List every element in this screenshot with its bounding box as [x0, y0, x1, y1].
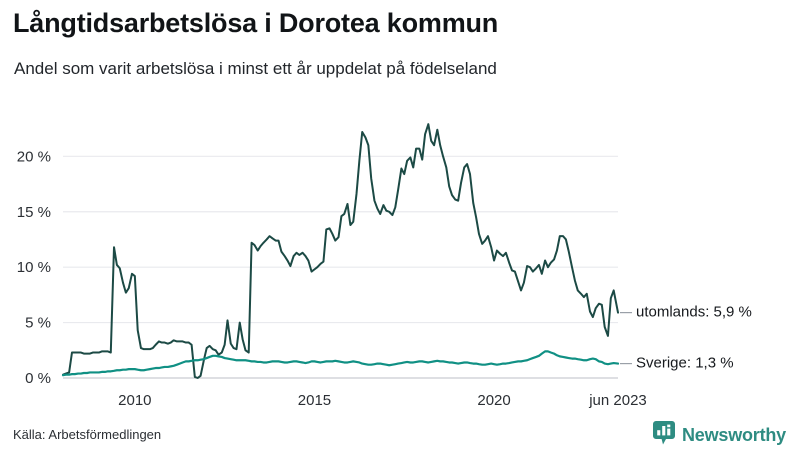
series-lines [61, 123, 620, 379]
x-tick-label: 2010 [118, 392, 151, 409]
y-tick-label: 15 % [17, 204, 51, 221]
line-chart: 0 % 5 % 10 % 15 % 20 % 2010 2015 2020 jun 2023 … [0, 100, 800, 410]
logo-wordmark: Newsworthy [681, 425, 786, 445]
series-label-utomlands: utomlands: 5,9 % [636, 304, 752, 321]
y-tick-label: 5 % [25, 315, 51, 332]
x-axis-ticks: 2010 2015 2020 jun 2023 [118, 392, 647, 409]
source-note: Källa: Arbetsförmedlingen [13, 427, 162, 442]
series-line-utomlands [62, 123, 619, 379]
x-tick-label: 2015 [298, 392, 331, 409]
series-line-sverige [61, 350, 620, 377]
chart-svg: 0 %5 %10 %15 %20 % 2010 2015 2020 jun 2023 … [17, 123, 752, 409]
y-axis-ticks: 0 % 5 % 10 % 15 % 20 % [17, 148, 51, 387]
series-label-sverige: Sverige: 1,3 % [636, 355, 734, 372]
x-tick-label: jun 2023 [588, 392, 647, 409]
y-tick-label: 10 % [17, 259, 51, 276]
page-subtitle: Andel som varit arbetslösa i minst ett å… [14, 59, 497, 78]
y-tick-label: 20 % [17, 148, 51, 165]
newsworthy-logo[interactable]: Newsworthy [652, 421, 786, 450]
gridlines [63, 155, 618, 379]
page-title: Långtidsarbetslösa i Dorotea kommun [13, 8, 499, 38]
bar-chart-bubble-icon [652, 421, 675, 450]
x-tick-label: 2020 [477, 392, 510, 409]
series-annotations: utomlands: 5,9 % Sverige: 1,3 % [620, 304, 752, 372]
y-tick-label: 0 % [25, 370, 51, 387]
